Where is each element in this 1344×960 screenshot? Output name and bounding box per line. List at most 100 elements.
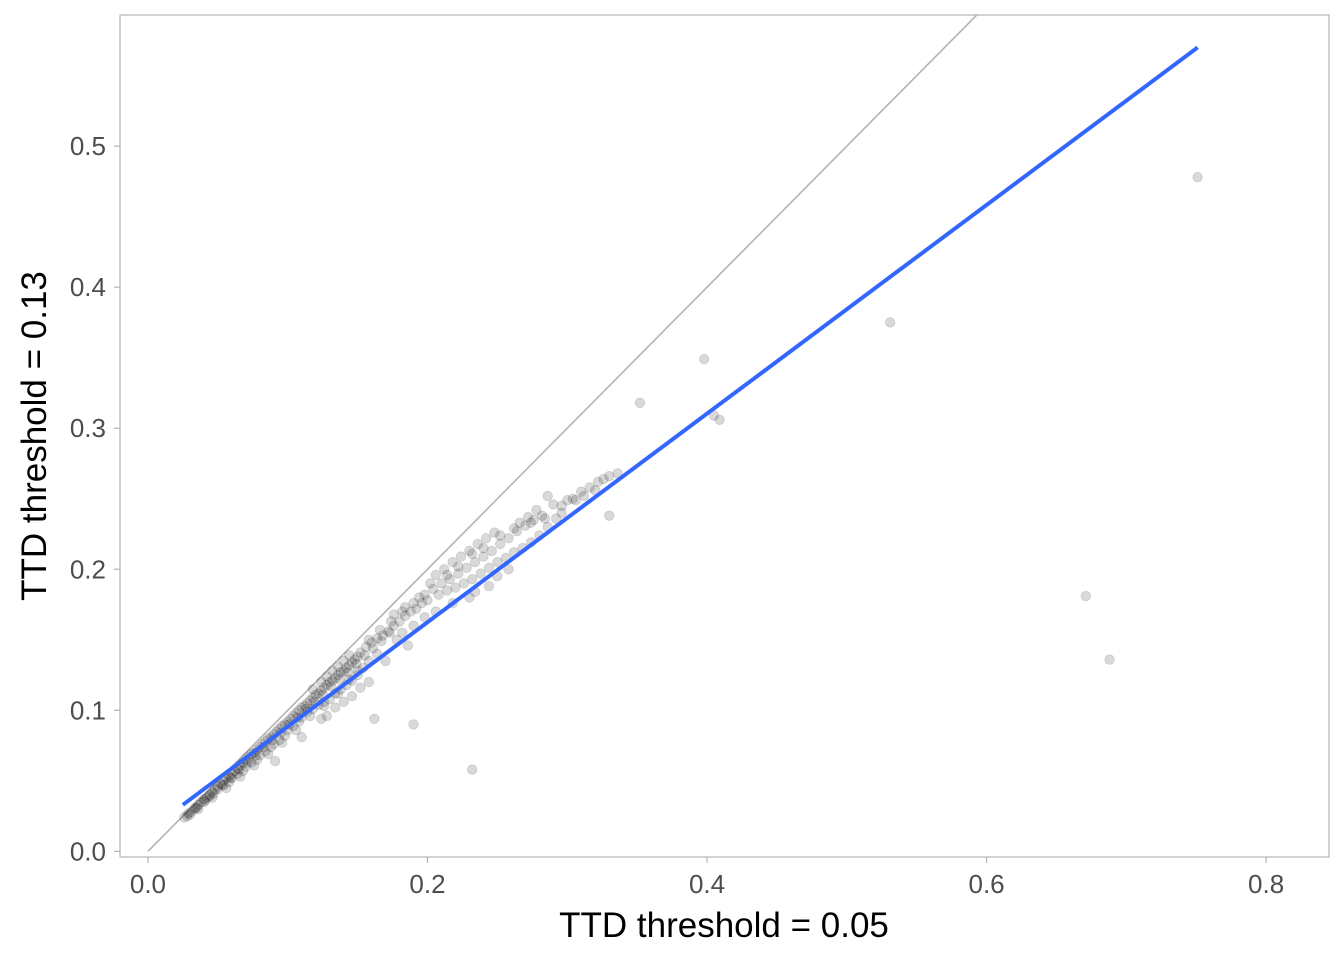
data-point [380, 655, 391, 667]
data-point [444, 573, 456, 585]
data-point [262, 748, 274, 760]
data-point [603, 470, 615, 482]
data-point [307, 692, 319, 703]
data-point [467, 573, 478, 585]
data-point [316, 676, 327, 688]
data-point [188, 803, 200, 815]
data-point [204, 789, 215, 801]
data-point [260, 746, 271, 757]
data-point [441, 585, 453, 596]
data-point [355, 647, 366, 658]
plot-panel-border [119, 14, 1330, 858]
data-point [304, 695, 316, 706]
data-point [363, 676, 374, 688]
x-tick-label: 0.8 [1248, 869, 1284, 899]
data-point [338, 665, 349, 677]
data-point [195, 796, 207, 808]
data-point [251, 754, 263, 765]
data-point [397, 627, 408, 638]
data-point [240, 761, 251, 772]
data-point [316, 713, 327, 724]
data-point [218, 779, 229, 791]
data-point [388, 620, 400, 631]
data-point [193, 803, 204, 815]
data-point [296, 731, 307, 743]
data-point [461, 562, 472, 574]
data-point [221, 782, 232, 794]
data-point [226, 772, 238, 784]
data-point [447, 557, 458, 568]
data-point [232, 768, 243, 779]
data-point [310, 689, 321, 701]
data-point [494, 530, 506, 541]
data-point [344, 659, 355, 671]
y-tick-label: 0.4 [70, 272, 106, 302]
data-point [225, 772, 236, 784]
data-point [324, 676, 335, 688]
y-tick-label: 0.1 [70, 695, 106, 725]
data-point [1080, 590, 1092, 602]
y-axis-title: TTD threshold = 0.13 [15, 271, 54, 601]
data-point [536, 510, 548, 521]
data-point [714, 414, 725, 425]
data-point [511, 526, 523, 537]
data-point [321, 679, 333, 691]
data-point [371, 633, 383, 644]
x-tick-label: 0.6 [968, 869, 1004, 899]
data-point [422, 595, 433, 606]
data-point [338, 655, 349, 667]
data-point [208, 788, 219, 799]
data-point [330, 672, 341, 684]
data-point [183, 808, 194, 819]
data-point [296, 702, 307, 713]
data-point [478, 551, 489, 562]
data-point [366, 637, 377, 648]
data-point [388, 609, 400, 620]
data-point [352, 651, 363, 662]
data-point [293, 705, 305, 716]
data-point [436, 578, 447, 589]
data-point [276, 737, 288, 748]
data-point [359, 650, 370, 661]
data-point [321, 671, 333, 682]
data-point [884, 317, 896, 328]
x-tick-label: 0.4 [689, 869, 725, 899]
data-point [332, 669, 344, 681]
data-point [355, 682, 366, 693]
data-point [467, 764, 478, 775]
data-point [467, 548, 478, 559]
data-point [181, 810, 193, 822]
data-point [344, 650, 355, 661]
data-point [584, 482, 595, 493]
data-point [290, 724, 302, 736]
data-point [469, 557, 481, 568]
data-point [522, 511, 534, 523]
fit-line [181, 45, 1199, 807]
data-point [489, 527, 500, 538]
data-point [235, 771, 246, 782]
data-point [503, 533, 514, 544]
data-point [190, 802, 201, 813]
data-point [363, 634, 374, 646]
data-point [207, 786, 218, 798]
x-tick-label: 0.2 [409, 869, 445, 899]
data-point [204, 791, 215, 802]
data-point [603, 510, 615, 521]
data-point [335, 667, 347, 678]
data-point [318, 682, 330, 693]
data-point [483, 581, 495, 592]
data-point [492, 557, 503, 568]
data-point [346, 691, 358, 702]
data-point [598, 473, 609, 485]
data-point [408, 597, 419, 609]
data-point [223, 777, 235, 788]
data-point [472, 538, 484, 550]
data-point [531, 504, 542, 516]
data-point [216, 779, 228, 791]
data-point [542, 490, 553, 502]
data-point [562, 494, 573, 506]
data-point [411, 603, 422, 614]
data-point [430, 569, 442, 581]
data-point [567, 493, 579, 504]
